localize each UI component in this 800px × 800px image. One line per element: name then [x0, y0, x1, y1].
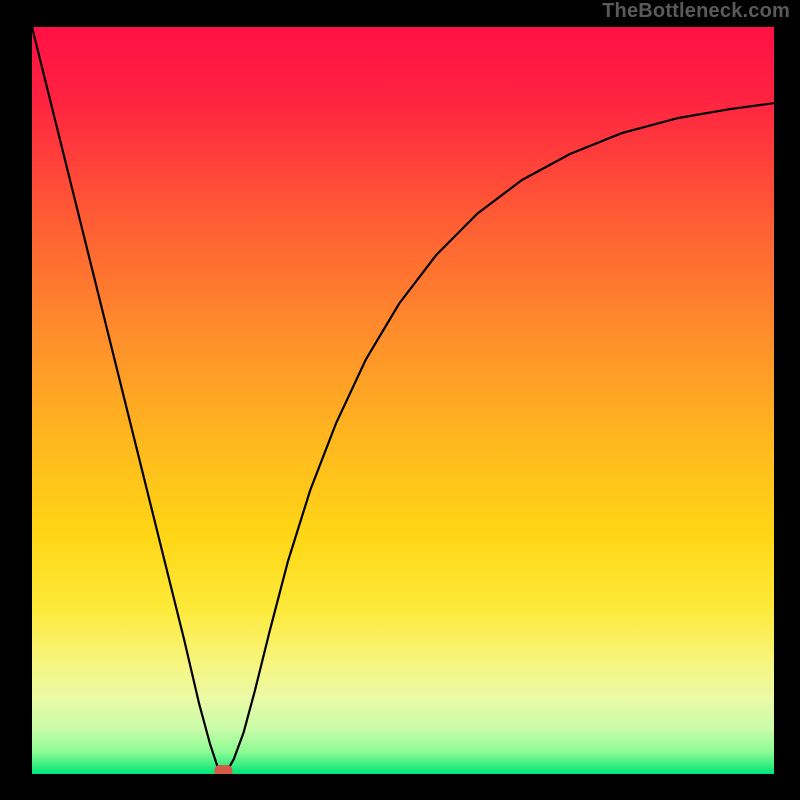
- watermark-text: TheBottleneck.com: [602, 0, 790, 23]
- bottleneck-chart: [32, 27, 774, 774]
- chart-background: [32, 27, 774, 774]
- optimal-point-marker: [214, 765, 232, 774]
- chart-frame: TheBottleneck.com: [0, 0, 800, 800]
